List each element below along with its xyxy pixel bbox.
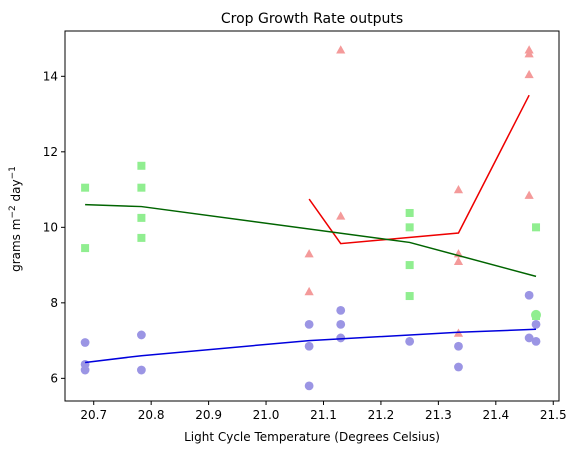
- triangle-point: [454, 185, 463, 193]
- square-point: [137, 162, 145, 170]
- square-point: [406, 292, 414, 300]
- y-tick-label: 8: [50, 296, 58, 310]
- triangle-point: [454, 257, 463, 265]
- y-axis-title-base: grams m: [9, 219, 23, 272]
- triangle-point: [525, 191, 534, 199]
- circle-point: [454, 363, 463, 372]
- highlight-point: [531, 310, 541, 320]
- triangle-point: [336, 45, 345, 53]
- y-axis-title: grams m−2 day−1: [8, 166, 23, 272]
- square-point: [406, 261, 414, 269]
- x-tick-label: 21.0: [253, 408, 280, 422]
- x-tick-label: 21.4: [482, 408, 509, 422]
- circle-point: [305, 342, 314, 351]
- x-tick-label: 21.2: [368, 408, 395, 422]
- circle-point: [532, 337, 541, 346]
- circle-point: [454, 342, 463, 351]
- x-tick-label: 21.1: [310, 408, 337, 422]
- circle-point: [137, 366, 146, 375]
- circle-point: [81, 338, 90, 347]
- x-axis-title: Light Cycle Temperature (Degrees Celsius…: [184, 430, 440, 444]
- square-point: [137, 184, 145, 192]
- x-tick-label: 21.3: [425, 408, 452, 422]
- triangle-point: [305, 249, 314, 257]
- circle-point: [305, 320, 314, 329]
- y-axis-title-exp2: −1: [8, 166, 18, 179]
- square-point: [406, 209, 414, 217]
- triangle-point: [336, 211, 345, 219]
- trend-line: [309, 95, 529, 243]
- circle-point: [532, 320, 541, 329]
- x-tick-label: 21.5: [540, 408, 567, 422]
- square-point: [406, 223, 414, 231]
- axes: 20.7 20.8 20.9 21.0 21.1 21.2 21.3 21.4 21.5 6 8 10…: [43, 31, 567, 422]
- x-tick-label: 20.9: [195, 408, 222, 422]
- circle-point: [305, 381, 314, 390]
- y-tick-label: 12: [43, 145, 58, 159]
- circle-point: [405, 337, 414, 346]
- square-point: [81, 244, 89, 252]
- triangle-point: [305, 287, 314, 295]
- plot-area: [81, 45, 541, 390]
- circle-point: [525, 291, 534, 300]
- chart-title: Crop Growth Rate outputs: [221, 11, 403, 27]
- y-tick-label: 6: [50, 371, 58, 385]
- trend-line: [85, 205, 536, 277]
- square-point: [137, 214, 145, 222]
- y-axis-title-exp1: −2: [8, 205, 18, 218]
- circle-point: [336, 306, 345, 315]
- circle-point: [137, 331, 146, 340]
- y-tick-label: 14: [43, 69, 58, 83]
- y-axis-title-mid: day: [9, 179, 23, 205]
- x-tick-label: 20.7: [80, 408, 107, 422]
- square-point: [81, 184, 89, 192]
- y-tick-label: 10: [43, 220, 58, 234]
- square-point: [532, 223, 540, 231]
- x-tick-label: 20.8: [138, 408, 165, 422]
- circle-point: [81, 366, 90, 375]
- square-point: [137, 234, 145, 242]
- triangle-point: [525, 70, 534, 78]
- circle-point: [336, 320, 345, 329]
